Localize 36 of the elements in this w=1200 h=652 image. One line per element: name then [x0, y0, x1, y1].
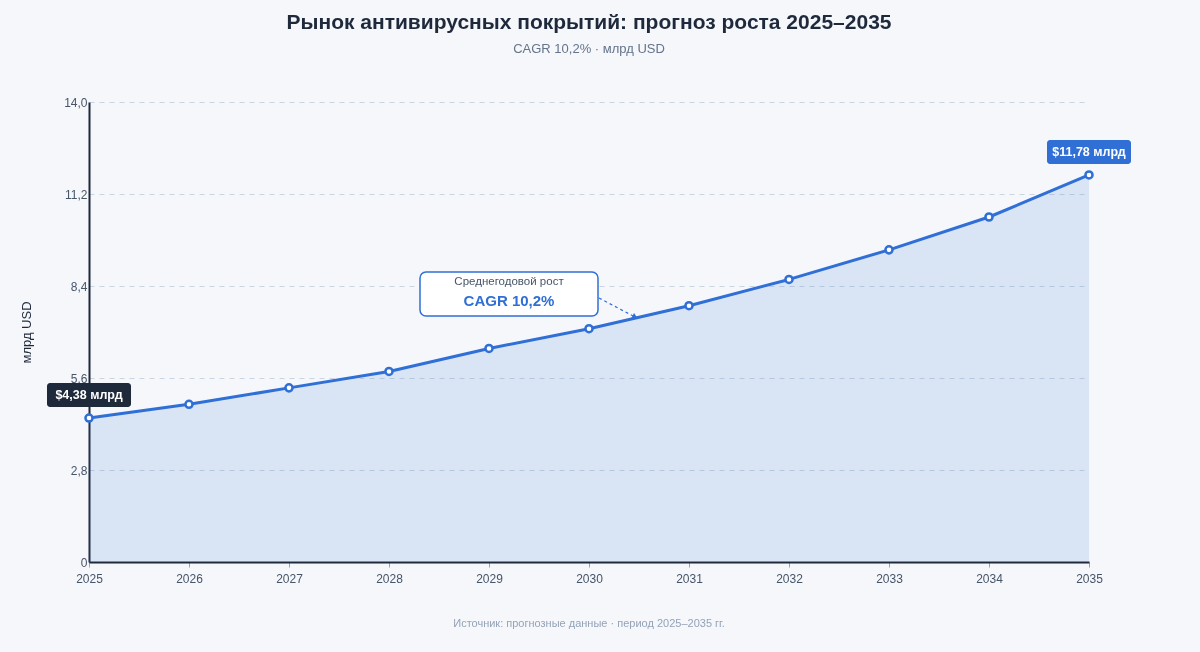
point: [284, 383, 294, 393]
point: [384, 366, 394, 377]
point: [84, 413, 94, 423]
y-tick-label: 8,4: [70, 279, 88, 294]
chart-subtitle: CAGR 10,2% · млрд USD: [513, 41, 665, 56]
x-tick-label: 2031: [676, 571, 704, 586]
x-tick-label: 2032: [776, 571, 804, 586]
annotation: CAGR 10,2%: [463, 292, 555, 309]
x-tick-label: 2025: [76, 571, 104, 586]
y-tick-label: 14,0: [64, 95, 88, 110]
point: [484, 343, 494, 354]
y-tick-label: 5,6: [70, 371, 88, 386]
x-tick-label: 2035: [1076, 571, 1104, 586]
y-axis-title: млрд USD: [19, 301, 35, 364]
x-tick-label: 2028: [376, 571, 404, 586]
y-tick-label: 2,8: [70, 463, 88, 478]
x-tick-label: 2030: [576, 571, 604, 586]
point: [784, 274, 794, 285]
data-label: $11,78 млрд: [1052, 144, 1126, 159]
point: [984, 212, 994, 222]
x-tick-label: 2029: [476, 571, 504, 586]
annotation: Среднегодовой рост: [454, 275, 565, 287]
y-tick-label: 11,2: [65, 187, 88, 202]
x-tick-label: 2033: [876, 571, 904, 586]
chart-title: Рынок антивирусных покрытий: прогноз роста 2025–2035: [286, 10, 892, 33]
point: [584, 323, 594, 334]
x-tick-label: 2034: [976, 571, 1004, 586]
point: [1084, 170, 1094, 180]
text: Источник: прогнозные данные · период 2025–2035 гг.: [453, 617, 725, 629]
data-label: $4,38 млрд: [55, 388, 123, 403]
point: [184, 399, 194, 410]
x-tick-label: 2026: [176, 571, 204, 586]
x-tick-label: 2027: [276, 571, 304, 586]
point: [884, 245, 894, 255]
point: [684, 300, 694, 311]
y-tick-label: 0: [80, 555, 88, 570]
